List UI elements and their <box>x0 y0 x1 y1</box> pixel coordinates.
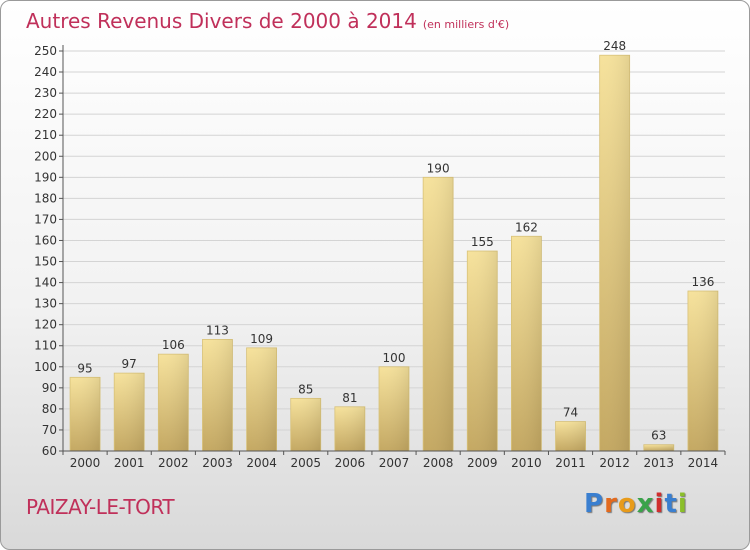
x-tick-labels: 2000 2001 2002 2003 2004 2005 2006 2007 2008 2009… <box>62 451 726 470</box>
x-tick-label: 2012 <box>599 456 630 470</box>
data-label-2012: 248 <box>603 39 626 53</box>
data-label-2011: 74 <box>563 406 578 420</box>
data-label-2008: 190 <box>427 161 450 175</box>
y-tick-label: 120 <box>34 318 57 332</box>
y-tick-label: 250 <box>34 44 57 58</box>
x-tick-label: 2007 <box>379 456 410 470</box>
bar-shade-2001 <box>114 373 145 451</box>
x-tick-label: 2013 <box>644 456 675 470</box>
data-label-2000: 95 <box>77 361 92 375</box>
bar-shade-2003 <box>202 339 233 451</box>
y-tick-label: 220 <box>34 107 57 121</box>
y-tick-label: 180 <box>34 191 57 205</box>
bar-shade-2004 <box>246 347 277 451</box>
data-label-2006: 81 <box>342 391 357 405</box>
x-tick-label: 2014 <box>688 456 719 470</box>
y-tick-label: 150 <box>34 255 57 269</box>
x-tick-label: 2011 <box>555 456 586 470</box>
y-tick-label: 90 <box>42 381 57 395</box>
x-tick-label: 2009 <box>467 456 498 470</box>
bar-shade-2014 <box>687 291 718 451</box>
bar-shade-2009 <box>467 251 498 451</box>
bar-shade-2010 <box>511 236 542 451</box>
y-tick-label: 210 <box>34 128 57 142</box>
x-tick-label: 2001 <box>114 456 145 470</box>
y-tick-label: 130 <box>34 297 57 311</box>
y-tick-label: 110 <box>34 339 57 353</box>
proxiti-logo: Proxiti <box>584 489 688 519</box>
data-label-2010: 162 <box>515 220 538 234</box>
x-tick-label: 2008 <box>423 456 454 470</box>
bars <box>69 54 719 452</box>
y-tick-label: 160 <box>34 233 57 247</box>
bar-shade-2002 <box>158 354 189 451</box>
chart-subtitle: (en milliers d'€) <box>422 18 510 31</box>
data-label-2004: 109 <box>250 332 273 346</box>
y-tick-labels: 60 70 80 90 100 110 120 130 140 150 160 170 180 190 20… <box>34 44 57 458</box>
x-tick-label: 2004 <box>246 456 277 470</box>
data-label-2009: 155 <box>471 235 494 249</box>
chart-title-text: Autres Revenus Divers de 2000 à 2014 <box>26 9 417 33</box>
data-label-2002: 106 <box>162 338 185 352</box>
data-label-2013: 63 <box>651 429 666 443</box>
y-tick-label: 190 <box>34 170 57 184</box>
x-tick-label: 2005 <box>290 456 321 470</box>
x-tick-label: 2006 <box>335 456 366 470</box>
x-tick-label: 2002 <box>158 456 189 470</box>
y-tick-label: 240 <box>34 65 57 79</box>
data-label-2003: 113 <box>206 323 229 337</box>
y-tick-label: 140 <box>34 276 57 290</box>
x-tick-label: 2010 <box>511 456 542 470</box>
data-labels: 95 97 106 113 109 85 81 100 190 155 162 74 248 63 136 <box>77 39 714 442</box>
bar-shade-2008 <box>423 177 454 451</box>
bar-shade-2011 <box>555 421 586 451</box>
data-label-2014: 136 <box>691 275 714 289</box>
x-tick-label: 2000 <box>70 456 101 470</box>
bar-shade-2006 <box>334 406 365 451</box>
bar-shade-2012 <box>599 55 630 452</box>
chart-title: Autres Revenus Divers de 2000 à 2014 (en … <box>26 9 509 33</box>
axes <box>62 45 725 452</box>
x-tick-label: 2003 <box>202 456 233 470</box>
bar-shade-2000 <box>70 377 101 451</box>
y-tick-label: 230 <box>34 86 57 100</box>
y-tick-label: 200 <box>34 149 57 163</box>
y-tick-label: 60 <box>42 444 57 458</box>
town-name: PAIZAY-LE-TORT <box>26 495 175 519</box>
bar-shade-2013 <box>643 444 674 451</box>
y-tick-label: 80 <box>42 402 57 416</box>
y-tick-label: 170 <box>34 212 57 226</box>
data-label-2001: 97 <box>122 357 137 371</box>
bar-shade-2005 <box>290 398 321 451</box>
y-tick-label: 70 <box>42 423 57 437</box>
data-label-2005: 85 <box>298 382 313 396</box>
bar-shade-2007 <box>379 366 409 451</box>
data-label-2007: 100 <box>383 351 406 365</box>
y-tick-label: 100 <box>34 360 57 374</box>
